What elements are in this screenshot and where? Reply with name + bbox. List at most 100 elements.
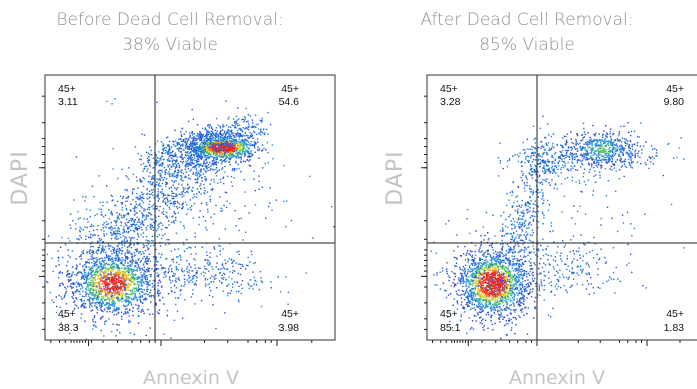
event-dot	[133, 223, 135, 226]
event-dot	[230, 259, 233, 261]
event-dot	[172, 195, 174, 198]
event-dot	[196, 270, 198, 272]
event-dot	[134, 249, 137, 251]
event-dot	[241, 129, 243, 132]
chart-panel-before: Before Dead Cell Removal: 38% Viable 45+…	[0, 0, 340, 389]
event-dot	[155, 257, 157, 259]
event-dot	[195, 139, 198, 141]
event-dot	[225, 145, 228, 148]
event-dot	[259, 119, 261, 121]
event-dot	[208, 148, 210, 150]
event-dot	[116, 235, 118, 237]
event-dot	[207, 169, 209, 172]
event-dot	[150, 289, 152, 291]
event-dot	[189, 134, 191, 137]
event-dot	[162, 145, 164, 147]
event-dot	[169, 175, 171, 178]
event-dot	[228, 161, 231, 163]
event-dot	[100, 317, 102, 319]
event-dot	[112, 148, 114, 150]
event-dot	[88, 306, 91, 308]
event-dot	[134, 206, 136, 208]
event-dot	[115, 224, 117, 226]
event-dot	[113, 231, 115, 233]
event-dot	[107, 307, 110, 309]
event-dot	[101, 298, 103, 300]
event-dot	[132, 223, 134, 225]
event-dot	[167, 166, 169, 168]
event-dot	[190, 205, 193, 207]
event-dot	[203, 187, 206, 189]
event-dot	[123, 215, 125, 217]
event-dot	[191, 137, 193, 139]
event-dot	[67, 237, 70, 240]
event-dot	[202, 156, 204, 159]
event-dot	[107, 264, 109, 266]
event-dot	[205, 137, 207, 140]
event-dot	[269, 123, 272, 126]
event-dot	[220, 163, 223, 165]
event-dot	[170, 165, 173, 167]
event-dot	[186, 141, 189, 143]
event-dot	[91, 292, 94, 294]
event-dot	[93, 281, 95, 284]
event-dot	[103, 230, 105, 232]
event-dot	[120, 249, 122, 251]
event-dot	[171, 268, 173, 270]
event-dot	[170, 337, 172, 339]
event-dot	[115, 275, 117, 277]
event-dot	[182, 202, 184, 204]
event-dot	[101, 316, 104, 318]
event-dot	[88, 249, 91, 252]
event-dot	[128, 321, 130, 324]
event-dot	[201, 176, 203, 179]
event-dot	[127, 295, 129, 298]
event-dot	[499, 251, 501, 253]
event-dot	[131, 269, 133, 271]
event-dot	[119, 213, 121, 215]
event-dot	[218, 155, 220, 157]
event-dot	[192, 163, 194, 165]
event-dot	[263, 147, 265, 149]
event-dot	[75, 297, 77, 299]
event-dot	[173, 192, 175, 194]
event-dot	[158, 157, 160, 160]
event-dot	[145, 218, 148, 220]
event-dot	[182, 203, 184, 205]
event-dot	[262, 149, 264, 151]
event-dot	[235, 152, 237, 154]
event-dot	[211, 155, 213, 157]
event-dot	[197, 154, 199, 156]
event-dot	[125, 256, 128, 259]
event-dot	[210, 126, 213, 128]
event-dot	[100, 276, 103, 278]
event-dot	[171, 173, 173, 175]
event-dot	[192, 172, 195, 174]
event-dot	[162, 208, 165, 210]
event-dot	[227, 131, 229, 134]
event-dot	[91, 298, 93, 300]
event-dot	[200, 149, 202, 151]
event-dot	[126, 249, 129, 251]
event-dot	[264, 162, 266, 165]
event-dot	[143, 193, 145, 195]
event-dot	[108, 273, 110, 276]
event-dot	[214, 161, 216, 164]
event-dot	[248, 155, 250, 157]
event-dot	[94, 214, 96, 217]
event-dot	[170, 250, 173, 252]
event-dot	[210, 138, 213, 140]
event-dot	[224, 142, 226, 144]
event-dot	[86, 275, 88, 278]
event-dot	[225, 140, 227, 143]
event-dot	[182, 145, 184, 147]
event-dot	[122, 195, 125, 198]
event-dot	[187, 163, 189, 165]
event-dot	[231, 278, 233, 280]
event-dot	[260, 280, 263, 282]
event-dot	[173, 211, 175, 213]
event-dot	[211, 189, 213, 191]
event-dot	[162, 149, 165, 152]
event-dot	[231, 152, 233, 154]
event-dot	[205, 130, 208, 133]
